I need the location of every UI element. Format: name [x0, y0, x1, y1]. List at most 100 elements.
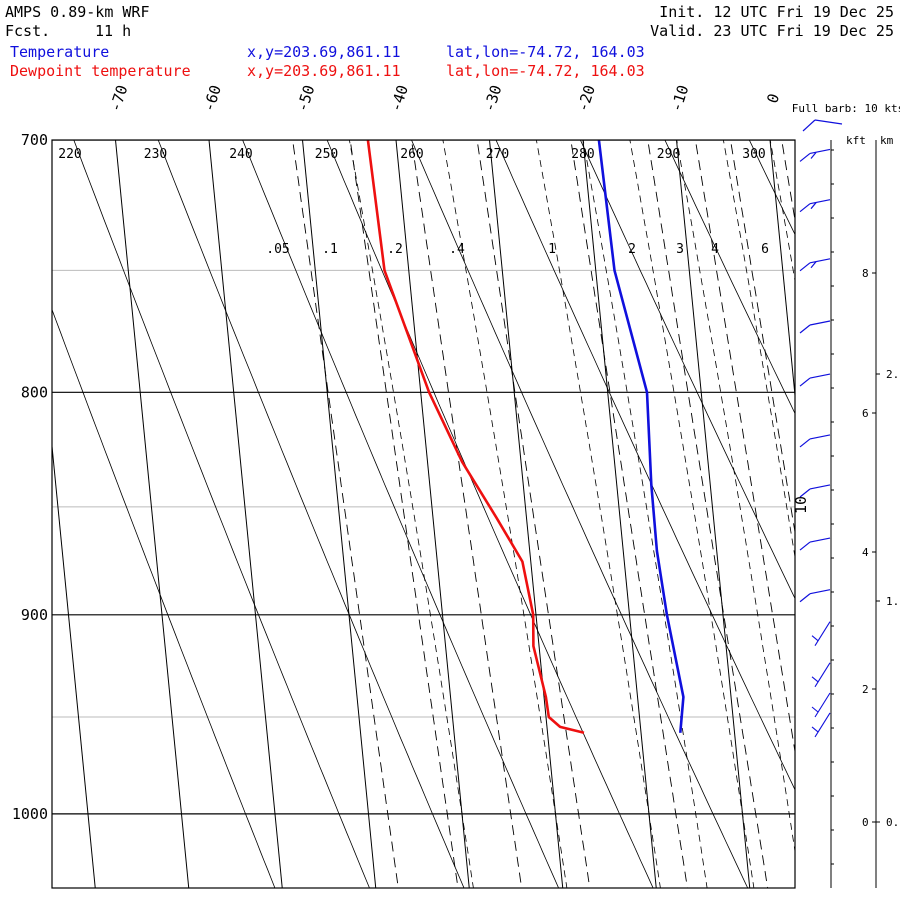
mixing-ratio-label: 6: [761, 242, 769, 257]
mixing-ratio-label: .1: [322, 242, 338, 257]
wind-barb-flag: [799, 203, 811, 213]
dry-adiabat-label: 220: [58, 147, 81, 162]
legend-dewpoint-label: Dewpoint temperature: [10, 62, 191, 80]
dry-adiabat-label: 240: [229, 147, 252, 162]
dry-adiabat-line: [157, 140, 465, 888]
mixing-ratio-line: [349, 140, 459, 888]
isotherm-line: [115, 140, 190, 888]
wind-barb: [799, 434, 831, 448]
wind-barb: [799, 148, 831, 162]
wind-barb-flag: [799, 438, 811, 448]
wind-barb-staff: [809, 484, 831, 490]
wind-barb-key: [802, 119, 816, 132]
kft-tick-label: 6: [862, 407, 869, 420]
valid-time: Valid. 23 UTC Fri 19 Dec 25: [650, 22, 894, 40]
legend-dewpoint-xy: x,y=203.69,861.11: [247, 62, 401, 80]
dry-adiabat-line: [579, 140, 795, 600]
dry-adiabat-label: 280: [571, 147, 594, 162]
mixing-ratio-label: 2: [628, 242, 636, 257]
kft-label: kft: [846, 134, 866, 147]
wind-barb-staff: [809, 258, 831, 264]
legend-dewpoint-latlon: lat,lon=-74.72, 164.03: [446, 62, 645, 80]
mixing-ratio-line: [411, 140, 523, 888]
isotherm-line: [208, 140, 283, 888]
wind-barb-staff: [814, 712, 831, 738]
moist-adiabat-line: [442, 140, 568, 888]
wind-barb-half: [810, 152, 817, 159]
temperature-tick-label: -10: [667, 83, 692, 114]
wind-barb: [811, 692, 831, 718]
dry-adiabat-label: 300: [742, 147, 765, 162]
wind-barb: [799, 320, 831, 334]
isotherm-line: [769, 140, 795, 401]
moist-adiabat-line: [722, 140, 795, 560]
pressure-tick-label: 700: [21, 131, 48, 149]
wind-barb: [811, 621, 831, 646]
mixing-ratio-label: .2: [387, 242, 403, 257]
wind-barb-flag: [799, 541, 811, 551]
wind-barb-half: [811, 676, 819, 683]
mixing-ratio-line: [694, 140, 795, 755]
dry-adiabat-line: [326, 140, 654, 888]
wind-barb-staff: [809, 148, 831, 155]
mixing-ratio-line: [292, 140, 399, 888]
moist-adiabat-line: [535, 140, 661, 888]
dry-adiabat-line: [52, 308, 276, 888]
isotherm-line: [395, 140, 470, 888]
mixing-ratio-label: .4: [449, 242, 465, 257]
full-barb-note: Full barb: 10 kts: [792, 102, 900, 115]
mixing-ratio-label: .05: [266, 242, 289, 257]
mixing-ratio-label: 3: [676, 242, 684, 257]
wind-barb: [799, 537, 831, 551]
wind-barb-staff: [809, 320, 831, 326]
forecast-label: Fcst.: [5, 22, 51, 40]
temperature-tick-label: 0: [763, 91, 783, 105]
mixing-ratio-line: [730, 140, 795, 535]
dry-adiabat-label: 260: [400, 147, 423, 162]
wind-barb-staff: [809, 537, 831, 543]
kft-tick-label: 0: [862, 816, 869, 829]
temperature-tick-label: -30: [480, 83, 505, 114]
dry-adiabat-line: [820, 113, 900, 897]
pressure-tick-label: 900: [21, 606, 48, 624]
mixing-ratio-line: [570, 140, 688, 888]
wind-barb-flag: [799, 152, 811, 162]
mixing-ratio-label: 4: [711, 242, 719, 257]
kft-tick-label: 8: [862, 267, 869, 280]
temperature-tick-label: -50: [293, 83, 318, 114]
wind-barb-flag: [799, 593, 811, 603]
moist-adiabat-line: [348, 140, 474, 888]
temperature-tick-label: -60: [199, 83, 224, 114]
wind-barb: [799, 373, 831, 387]
wind-barb-half: [811, 706, 819, 713]
dewpoint-line: [366, 140, 585, 735]
wind-barb-staff: [809, 434, 831, 440]
isotherm-line: [676, 140, 751, 888]
dry-adiabat-line: [748, 140, 795, 236]
temperature-tick-label: -70: [106, 83, 131, 114]
legend-temperature-label: Temperature: [10, 43, 110, 61]
wind-barb: [811, 712, 831, 738]
wind-barb-half: [810, 261, 817, 269]
dry-adiabat-label: 250: [315, 147, 338, 162]
wind-barb-flag: [799, 488, 811, 498]
wind-barb-staff: [814, 692, 831, 718]
legend-temperature-xy: x,y=203.69,861.11: [247, 43, 401, 61]
isotherm-line: [489, 140, 564, 888]
moist-adiabat-line: [582, 140, 708, 888]
wind-barb: [799, 484, 831, 498]
mixing-ratio-line: [647, 140, 769, 888]
wind-barb-flag: [799, 324, 811, 334]
side-annotation: 10: [792, 496, 810, 514]
wind-barb-staff: [809, 199, 831, 205]
dry-adiabat-line: [73, 140, 370, 888]
km-label: km: [880, 134, 894, 147]
mixing-ratio-label: 1: [548, 242, 556, 257]
dry-adiabat-label: 230: [144, 147, 167, 162]
pressure-tick-label: 800: [21, 383, 48, 401]
init-time: Init. 12 UTC Fri 19 Dec 25: [659, 3, 894, 21]
moist-adiabat-line: [676, 140, 795, 854]
km-tick-label: 0.: [886, 816, 899, 829]
dry-adiabat-line: [242, 140, 560, 888]
forecast-hour: 11 h: [95, 22, 132, 40]
